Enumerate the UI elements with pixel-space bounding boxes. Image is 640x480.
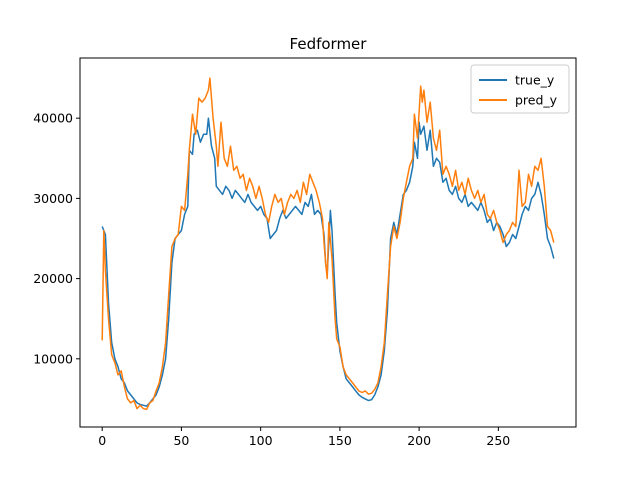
legend-label-pred_y: pred_y: [515, 93, 558, 108]
x-tick-label: 100: [249, 433, 273, 448]
x-tick-label: 150: [328, 433, 352, 448]
y-tick-label: 40000: [33, 111, 73, 126]
x-tick-label: 250: [486, 433, 510, 448]
x-axis: 0 50 100 150 200 250: [98, 427, 510, 448]
legend-label-true_y: true_y: [515, 73, 555, 88]
series-layer: [101, 77, 555, 411]
legend: true_y pred_y: [470, 64, 570, 114]
y-axis: 10000 20000 30000 40000: [33, 111, 80, 366]
y-tick-label: 20000: [33, 271, 73, 286]
x-tick-label: 0: [98, 433, 106, 448]
x-tick-label: 200: [407, 433, 431, 448]
x-tick-label: 50: [173, 433, 189, 448]
chart-title: Fedformer: [290, 35, 368, 53]
y-tick-label: 30000: [33, 191, 73, 206]
plot-frame: [79, 57, 577, 428]
series-line-pred_y: [101, 77, 555, 411]
y-tick-label: 10000: [33, 351, 73, 366]
